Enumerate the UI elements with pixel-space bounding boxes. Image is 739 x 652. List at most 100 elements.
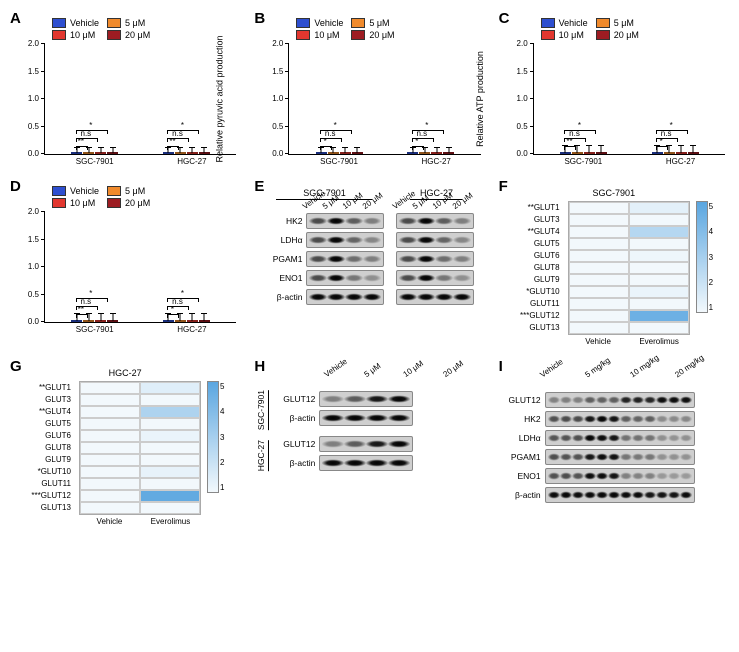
- heatmap-cell: [629, 322, 689, 334]
- panel-label: G: [10, 358, 22, 375]
- panel-E: E SGC-7901Vehicle5 μM10 μM20 μMHK2LDHαPG…: [256, 180, 482, 346]
- heatmap-row-label: GLUT5: [520, 237, 560, 249]
- legend-item: 5 μM: [596, 18, 639, 28]
- panel-I: I Vehicle5 mg/kg10 mg/kg20 mg/kgGLUT12HK…: [501, 360, 727, 526]
- y-axis-label: Relative pyruvic acid production: [215, 35, 225, 162]
- heatmap-cell: [140, 478, 200, 490]
- bar: [187, 152, 198, 154]
- bar: [352, 152, 363, 154]
- legend-item: 20 μM: [351, 30, 394, 40]
- bar: [175, 320, 186, 322]
- legend-item: 10 μM: [541, 30, 588, 40]
- bar-group: *n.s*: [407, 152, 454, 154]
- panel-A: A Vehicle5 μM10 μM20 μMRelative lactate …: [12, 12, 238, 166]
- panel-label: H: [254, 358, 265, 375]
- heatmap-cell: [80, 406, 140, 418]
- bar: [199, 320, 210, 322]
- heatmap-cell: [140, 466, 200, 478]
- heatmap-cell: [569, 262, 629, 274]
- panel-H: H Vehicle5 μM10 μM20 μMSGC-7901GLUT12β-a…: [256, 360, 482, 526]
- heatmap-cell: [629, 310, 689, 322]
- y-axis-label: Relative ATP production: [475, 51, 485, 147]
- heatmap-row-label: GLUT13: [31, 501, 71, 513]
- bar: [163, 152, 174, 154]
- bar-group: **n.s*: [71, 320, 118, 322]
- figure-grid: A Vehicle5 μM10 μM20 μMRelative lactate …: [12, 12, 727, 526]
- blot-row-label: LDHα: [501, 433, 541, 443]
- bar: [316, 152, 327, 154]
- legend-item: 20 μM: [107, 198, 150, 208]
- blot-row-label: GLUT12: [501, 395, 541, 405]
- heatmap-cell: [629, 214, 689, 226]
- heatmap-cell: [80, 466, 140, 478]
- blot-row-label: GLUT12: [275, 394, 315, 404]
- heatmap-cell: [140, 490, 200, 502]
- heatmap-cell: [80, 442, 140, 454]
- blot-row-label: β-actin: [501, 490, 541, 500]
- heatmap-cell: [140, 406, 200, 418]
- panel-label: B: [254, 10, 265, 27]
- heatmap-cell: [569, 286, 629, 298]
- bar-group: *n.s*: [652, 152, 699, 154]
- heatmap-row-label: GLUT13: [520, 321, 560, 333]
- heatmap-row-label: GLUT8: [31, 441, 71, 453]
- x-tick-label: SGC-7901: [76, 325, 114, 334]
- heatmap-row-label: GLUT11: [31, 477, 71, 489]
- blot-row-label: LDHα: [262, 235, 302, 245]
- bar: [107, 152, 118, 154]
- bar: [199, 152, 210, 154]
- bar: [419, 152, 430, 154]
- x-tick-label: SGC-7901: [76, 157, 114, 166]
- heatmap-cell: [140, 454, 200, 466]
- heatmap-row-label: GLUT9: [520, 273, 560, 285]
- bar: [71, 320, 82, 322]
- heatmap-row-label: GLUT11: [520, 297, 560, 309]
- heatmap-cell: [629, 202, 689, 214]
- bar: [328, 152, 339, 154]
- legend-item: 20 μM: [596, 30, 639, 40]
- legend-item: 10 μM: [52, 198, 99, 208]
- panel-G: G HGC-27**GLUT1GLUT3**GLUT4GLUT5GLUT6GLU…: [12, 360, 238, 526]
- bar: [340, 152, 351, 154]
- heatmap-cell: [80, 394, 140, 406]
- heatmap-row-label: GLUT3: [520, 213, 560, 225]
- bar: [688, 152, 699, 154]
- heatmap-cell: [629, 250, 689, 262]
- heatmap-cell: [80, 430, 140, 442]
- heatmap-cell: [80, 454, 140, 466]
- bar: [163, 320, 174, 322]
- bar: [95, 152, 106, 154]
- heatmap-row-label: **GLUT1: [520, 201, 560, 213]
- blot-row-label: GLUT12: [275, 439, 315, 449]
- panel-C: C Vehicle5 μM10 μM20 μMRelative ATP prod…: [501, 12, 727, 166]
- heatmap-title: SGC-7901: [501, 188, 727, 198]
- heatmap-row-label: *GLUT10: [520, 285, 560, 297]
- blot-row-label: β-actin: [262, 292, 302, 302]
- heatmap-cell: [629, 238, 689, 250]
- bar-group: *n.s*: [316, 152, 363, 154]
- legend-item: Vehicle: [52, 186, 99, 196]
- heatmap-cell: [569, 214, 629, 226]
- heatmap-col-label: Vehicle: [568, 337, 628, 346]
- panel-D: D Vehicle5 μM10 μM20 μMRelative glucose …: [12, 180, 238, 346]
- bar: [95, 320, 106, 322]
- x-tick-label: HGC-27: [177, 325, 206, 334]
- heatmap-cell: [140, 430, 200, 442]
- blot-row-label: PGAM1: [262, 254, 302, 264]
- blot-row-label: PGAM1: [501, 452, 541, 462]
- heatmap-row-label: GLUT6: [520, 249, 560, 261]
- blot-cell-vlabel: HGC-27: [256, 440, 269, 471]
- bar-group: **n.s*: [163, 152, 210, 154]
- heatmap-cell: [569, 298, 629, 310]
- bar: [187, 320, 198, 322]
- heatmap-cell: [569, 250, 629, 262]
- panel-label: A: [10, 10, 21, 27]
- heatmap-cell: [80, 502, 140, 514]
- heatmap-row-label: **GLUT1: [31, 381, 71, 393]
- heatmap-row-label: GLUT8: [520, 261, 560, 273]
- heatmap-row-label: GLUT3: [31, 393, 71, 405]
- legend-item: Vehicle: [296, 18, 343, 28]
- heatmap-cell: [80, 490, 140, 502]
- panel-label: C: [499, 10, 510, 27]
- heatmap-cell: [140, 442, 200, 454]
